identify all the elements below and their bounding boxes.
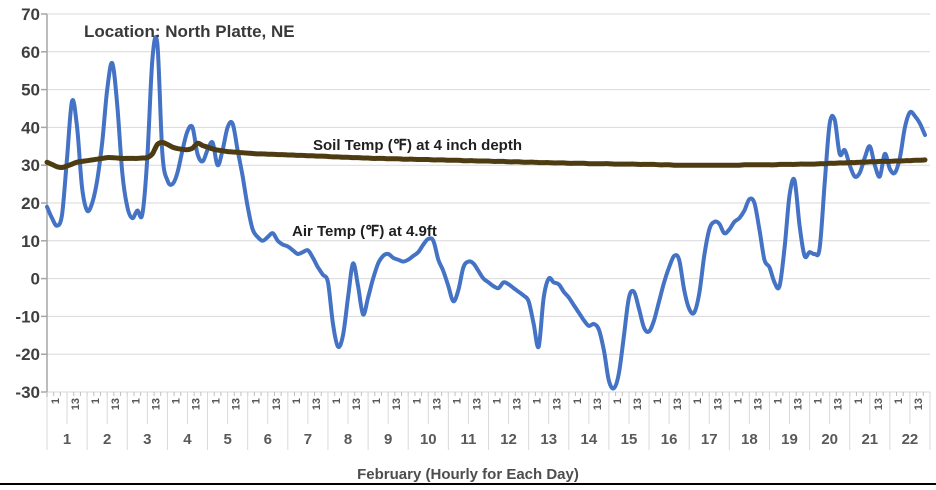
x-axis-hour-label: 1 (612, 398, 624, 404)
x-axis-hour-label: 1 (893, 398, 905, 404)
y-axis-tick-label: 40 (21, 118, 40, 137)
y-axis-tick-label: 30 (21, 156, 40, 175)
x-axis-day-label: 16 (661, 431, 678, 448)
x-axis-day-label: 15 (621, 431, 638, 448)
x-axis-hour-label: 13 (311, 398, 323, 410)
y-axis-tick-label: -30 (15, 383, 40, 402)
x-axis-hour-label: 13 (592, 398, 604, 410)
x-axis-hour-label: 1 (652, 398, 664, 404)
x-axis-hour-label: 1 (50, 398, 62, 404)
air-temp-line (45, 35, 927, 391)
y-axis-tick-label: 0 (31, 270, 40, 289)
x-axis-hour-label: 1 (211, 398, 223, 404)
x-axis-hour-label: 1 (170, 398, 182, 404)
y-axis-tick-label: -20 (15, 345, 40, 364)
x-axis-hour-label: 13 (873, 398, 885, 410)
x-axis-hour-label: 1 (331, 398, 343, 404)
x-axis-day-label: 2 (103, 431, 111, 448)
x-axis-day-label: 22 (902, 431, 919, 448)
x-axis-hour-label: 13 (391, 398, 403, 410)
series-lines-layer (44, 35, 928, 391)
soil-series-label: Soil Temp (℉) at 4 inch depth (313, 137, 522, 154)
x-axis-day-label: 12 (500, 431, 517, 448)
air-series-label: Air Temp (℉) at 4.9ft (292, 223, 437, 240)
x-axis-hour-label: 13 (712, 398, 724, 410)
x-axis-hour-label: 13 (833, 398, 845, 410)
x-axis-hour-label: 1 (130, 398, 142, 404)
axes-layer (41, 13, 931, 450)
x-axis-hour-label: 13 (512, 398, 524, 410)
x-axis-day-label: 21 (861, 431, 878, 448)
y-axis-tick-label: 70 (21, 5, 40, 24)
y-axis-tick-label: -10 (15, 307, 40, 326)
x-axis-hour-label: 13 (552, 398, 564, 410)
x-axis-hour-label: 13 (70, 398, 82, 410)
x-axis-hour-label: 1 (532, 398, 544, 404)
y-axis-tick-label: 10 (21, 232, 40, 251)
x-axis-hour-label: 13 (471, 398, 483, 410)
x-axis-hour-label: 1 (90, 398, 102, 404)
x-axis-hour-label: 1 (371, 398, 383, 404)
x-axis-day-label: 19 (781, 431, 798, 448)
x-axis-hour-label: 13 (231, 398, 243, 410)
y-axis-tick-label: 20 (21, 194, 40, 213)
x-axis-day-label: 9 (384, 431, 392, 448)
bottom-border-line (0, 483, 936, 485)
x-axis-hour-label: 13 (150, 398, 162, 410)
x-axis-hour-label: 1 (732, 398, 744, 404)
y-axis-tick-label: 50 (21, 81, 40, 100)
x-axis-day-label: 7 (304, 431, 312, 448)
x-axis-hour-label: 1 (853, 398, 865, 404)
x-axis-hour-label: 13 (672, 398, 684, 410)
y-axis-tick-label: 60 (21, 43, 40, 62)
x-axis-day-label: 14 (580, 431, 597, 448)
x-axis-hour-label: 1 (251, 398, 263, 404)
soil-temp-line (44, 140, 928, 171)
x-axis-hour-label: 1 (411, 398, 423, 404)
x-axis-hour-label: 13 (793, 398, 805, 410)
x-axis-day-label: 20 (821, 431, 838, 448)
x-axis-hour-label: 1 (492, 398, 504, 404)
x-axis-day-label: 13 (540, 431, 557, 448)
x-axis-hour-label: 1 (291, 398, 303, 404)
x-axis-day-label: 6 (264, 431, 272, 448)
x-axis-day-label: 10 (420, 431, 437, 448)
x-axis-hour-label: 13 (632, 398, 644, 410)
x-axis-day-label: 4 (183, 431, 192, 448)
x-axis-hour-label: 13 (431, 398, 443, 410)
x-axis-hour-label: 13 (110, 398, 122, 410)
x-axis-hour-label: 1 (692, 398, 704, 404)
x-axis-hour-label: 1 (572, 398, 584, 404)
x-axis-day-label: 8 (344, 431, 352, 448)
x-axis-hour-label: 13 (752, 398, 764, 410)
x-axis-hour-label: 13 (271, 398, 283, 410)
chart-title: Location: North Platte, NE (84, 22, 295, 41)
x-axis-day-label: 5 (223, 431, 231, 448)
x-axis-hour-label: 13 (913, 398, 925, 410)
x-axis-day-label: 17 (701, 431, 718, 448)
x-axis-hour-label: 1 (772, 398, 784, 404)
x-axis-day-label: 1 (63, 431, 71, 448)
x-axis-day-label: 11 (461, 431, 477, 448)
x-axis-day-label: 3 (143, 431, 151, 448)
x-axis-hour-label: 13 (351, 398, 363, 410)
x-axis-hour-label: 13 (191, 398, 203, 410)
x-axis-hour-label: 1 (813, 398, 825, 404)
x-axis-hour-label: 1 (451, 398, 463, 404)
x-axis-title: February (Hourly for Each Day) (357, 466, 579, 483)
x-axis-day-label: 18 (741, 431, 758, 448)
